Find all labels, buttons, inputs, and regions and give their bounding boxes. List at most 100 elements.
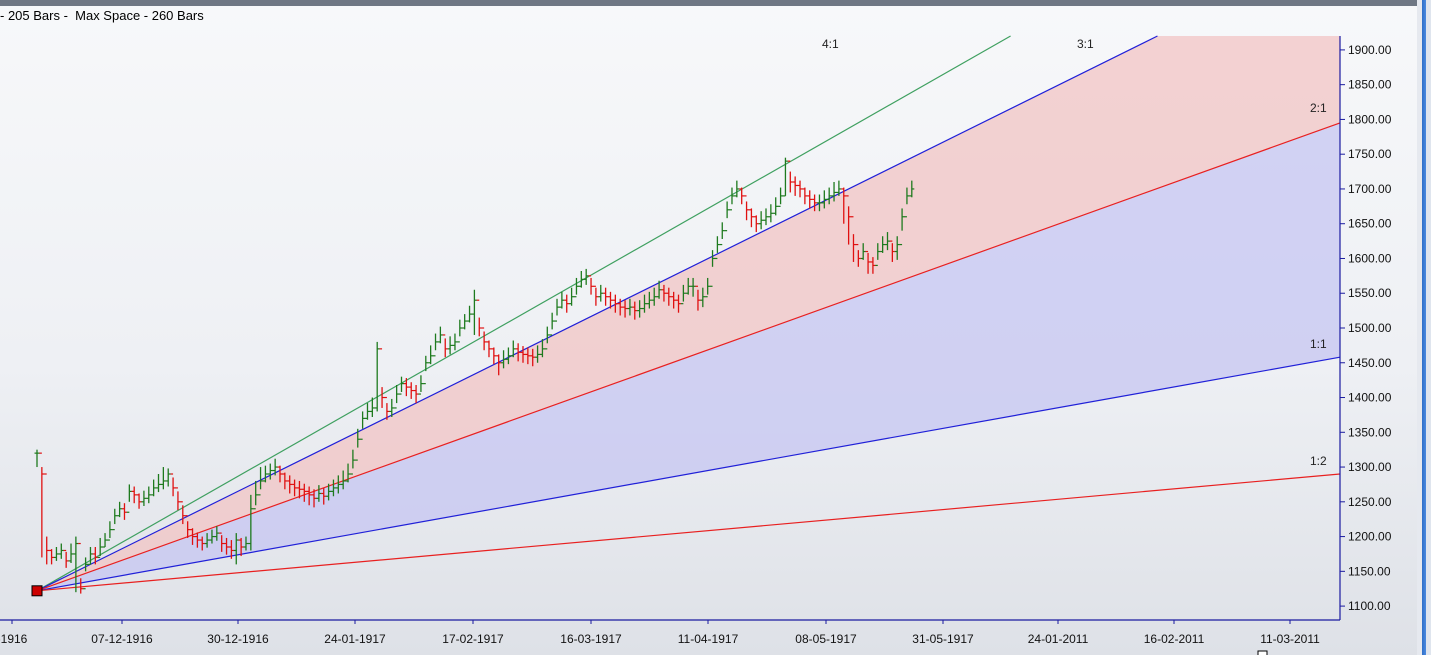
price-bar (700, 287, 706, 308)
price-bar (588, 275, 594, 295)
fan-label-1-1: 1:1 (1310, 337, 1327, 351)
price-bar (306, 486, 312, 506)
price-bar (408, 382, 414, 399)
price-bar (797, 180, 803, 198)
price-bar (617, 298, 623, 316)
price-bar (442, 334, 448, 358)
price-bar (151, 479, 157, 497)
price-bar (812, 194, 818, 212)
price-bar (690, 277, 696, 297)
y-tick-label: 1700.00 (1348, 182, 1392, 196)
price-bar (904, 187, 910, 218)
price-bar (515, 343, 521, 362)
price-bar (194, 532, 200, 548)
price-bar (267, 463, 273, 480)
price-bar (666, 287, 672, 306)
price-bar (481, 327, 487, 351)
price-bar (676, 294, 682, 313)
price-bar (612, 294, 618, 313)
pivot-marker (31, 585, 43, 597)
price-bar (773, 197, 779, 216)
price-bar (710, 250, 716, 287)
price-bar (792, 176, 798, 196)
price-bar (423, 355, 429, 385)
price-bar (491, 347, 497, 365)
price-bar (656, 280, 662, 299)
price-bar (413, 385, 419, 404)
price-bar (554, 298, 560, 322)
price-bar (520, 346, 526, 363)
y-tick-label: 1450.00 (1348, 356, 1392, 370)
price-bar (209, 529, 215, 544)
price-bar (253, 480, 259, 510)
price-bar (233, 533, 239, 565)
price-bar (335, 475, 341, 494)
price-bar (102, 533, 108, 548)
price-bar (190, 528, 196, 545)
price-bar (131, 486, 137, 504)
fan-label-4-1: 4:1 (822, 37, 839, 51)
price-bar (326, 483, 332, 501)
price-bar (753, 215, 759, 233)
price-bar (224, 537, 230, 555)
window-right-frame[interactable] (1417, 0, 1431, 655)
x-tick-label: 11-03-2011 (1260, 632, 1320, 646)
price-bar (136, 493, 142, 509)
price-bar (160, 467, 166, 490)
price-bar (360, 411, 366, 440)
price-bar (355, 428, 361, 461)
price-bar (763, 208, 769, 226)
price-bar (627, 298, 633, 316)
y-tick-label: 1800.00 (1348, 112, 1392, 126)
price-bar (714, 236, 720, 260)
x-tick-label: -1916 (0, 632, 28, 646)
price-bar (117, 501, 123, 518)
price-bar (496, 354, 502, 376)
price-bar (573, 277, 579, 298)
price-bar (49, 549, 55, 565)
y-tick-label: 1500.00 (1348, 321, 1392, 335)
price-bar (262, 465, 268, 483)
price-bar (170, 473, 176, 497)
price-bar (909, 180, 915, 198)
price-bar (296, 480, 302, 499)
y-tick-label: 1400.00 (1348, 391, 1392, 405)
price-bar (637, 300, 643, 318)
price-bar (185, 515, 191, 538)
price-bar (107, 521, 113, 541)
price-bar (418, 375, 424, 395)
fan-line-3-1 (36, 35, 1158, 592)
price-bar (384, 396, 390, 420)
price-bar (97, 537, 103, 559)
x-tick-label: 07-12-1916 (91, 632, 153, 646)
price-bar (92, 547, 98, 565)
price-bar (787, 160, 793, 193)
price-bar (204, 533, 210, 548)
price-bar (258, 467, 264, 496)
price-bar (826, 187, 832, 205)
fan-label-3-1: 3:1 (1077, 37, 1094, 51)
price-bar (345, 463, 351, 483)
price-bar (505, 347, 511, 365)
price-bar (889, 240, 895, 262)
price-bar (340, 470, 346, 490)
price-bar (501, 350, 507, 369)
price-bar (248, 494, 254, 551)
price-bar (778, 187, 784, 207)
price-bar (219, 532, 225, 552)
price-bar (287, 475, 293, 494)
price-bar (180, 501, 186, 525)
price-bar (83, 557, 89, 590)
price-bar (471, 289, 477, 335)
x-tick-label: 08-05-1917 (795, 632, 857, 646)
price-bar (214, 526, 220, 541)
price-bar (44, 473, 50, 565)
y-tick-label: 1200.00 (1348, 530, 1392, 544)
fan-line-1-1 (36, 356, 1341, 592)
fan-label-1-2: 1:2 (1310, 454, 1327, 468)
price-bar (510, 340, 516, 358)
price-bar (146, 486, 152, 504)
price-bar (433, 333, 439, 357)
price-bar (399, 376, 404, 395)
